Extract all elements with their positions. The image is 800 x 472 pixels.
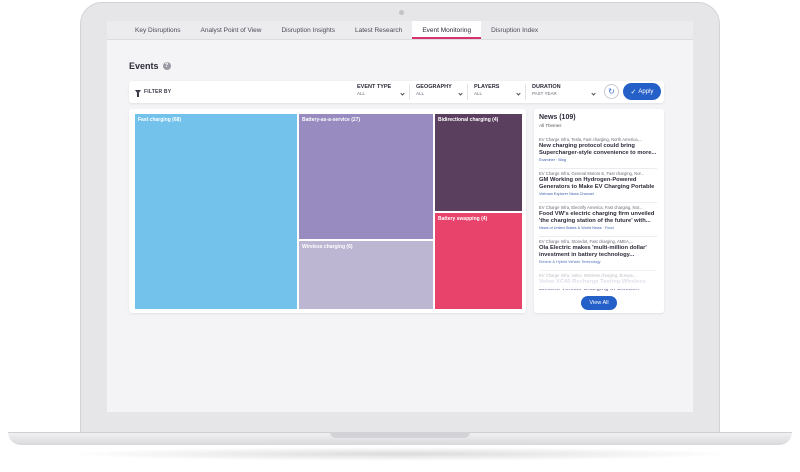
news-fade: [534, 259, 664, 289]
events-title: Events: [129, 61, 159, 71]
tab-disruption-index[interactable]: Disruption Index: [491, 27, 539, 34]
treemap-tile-battery-swapping[interactable]: Battery swapping (4): [434, 212, 523, 310]
news-headline[interactable]: Food VW's electric charging firm unveile…: [539, 211, 655, 224]
event-type-label: EVENT TYPE: [357, 84, 392, 90]
events-header: Events ?: [129, 61, 171, 71]
treemap-tile-fast-charging[interactable]: Fast charging (68): [134, 113, 298, 310]
filter-by-label: FILTER BY: [144, 89, 172, 95]
refresh-button[interactable]: ↻: [604, 84, 619, 99]
refresh-icon: ↻: [608, 87, 615, 96]
event-type-select[interactable]: EVENT TYPE ALL: [353, 84, 410, 100]
apply-button[interactable]: ✓ Apply: [623, 83, 661, 100]
news-title: News (109): [539, 114, 576, 121]
tab-event-monitoring[interactable]: Event Monitoring: [412, 21, 482, 39]
duration-select[interactable]: DURATION PAST YEAR: [528, 84, 600, 100]
duration-label: DURATION: [532, 84, 561, 90]
players-select[interactable]: PLAYERS ALL: [470, 84, 526, 100]
tab-bar: Key Disruptions Analyst Point of View Di…: [107, 21, 693, 40]
tab-disruption-insights[interactable]: Disruption Insights: [281, 27, 335, 34]
app-screen: Key Disruptions Analyst Point of View Di…: [107, 21, 693, 412]
geography-select[interactable]: GEOGRAPHY ALL: [412, 84, 468, 100]
laptop-notch: [330, 432, 470, 438]
treemap-card: Fast charging (68) Battery-as-a-service …: [129, 109, 526, 313]
tile-label: Bidirectional charging (4): [438, 117, 499, 123]
treemap-tile-battery-as-a-service[interactable]: Battery-as-a-service (27): [298, 113, 434, 240]
tab-key-disruptions[interactable]: Key Disruptions: [135, 27, 181, 34]
treemap-tile-wireless-charging[interactable]: Wireless charging (6): [298, 240, 434, 310]
geography-value: ALL: [416, 91, 425, 96]
news-headline[interactable]: Ola Electric makes 'multi-million dollar…: [539, 245, 647, 258]
check-icon: ✓: [630, 88, 637, 96]
news-source: Examiner · Blog: [539, 158, 567, 163]
laptop-shadow: [60, 447, 740, 461]
list-item[interactable]: EV Charge Infra, Electrify America, Fast…: [539, 203, 657, 237]
news-source: News of United States & World News · Foo…: [539, 226, 614, 231]
news-subtitle: All Themes: [539, 123, 562, 128]
duration-value: PAST YEAR: [532, 91, 557, 96]
event-type-value: ALL: [357, 91, 366, 96]
tab-latest-research[interactable]: Latest Research: [354, 27, 403, 34]
news-tags: EV Charge Infra, Electrify America, Fast…: [539, 205, 643, 210]
players-label: PLAYERS: [474, 84, 500, 90]
question-circle-icon[interactable]: ?: [162, 62, 171, 70]
news-tags: EV Charge Infra, Tesla, Fast charging, N…: [539, 137, 643, 142]
tile-label: Wireless charging (6): [302, 244, 353, 250]
view-all-button[interactable]: View All: [581, 296, 617, 310]
news-tags: EV Charge Infra, Storedot, Fast charging…: [539, 239, 634, 244]
tile-label: Battery swapping (4): [438, 216, 488, 222]
news-headline[interactable]: GM Working on Hydrogen-Powered Generator…: [539, 177, 655, 190]
tab-analyst-point-of-view[interactable]: Analyst Point of View: [200, 27, 262, 34]
news-tags: EV Charge Infra, General Motors E, Fast …: [539, 171, 645, 176]
apply-label: Apply: [638, 88, 654, 95]
list-item[interactable]: EV Charge Infra, General Motors E, Fast …: [539, 169, 657, 203]
tile-label: Fast charging (68): [138, 117, 182, 123]
list-item[interactable]: EV Charge Infra, Tesla, Fast charging, N…: [539, 135, 657, 169]
tile-label: Battery-as-a-service (27): [302, 117, 361, 123]
news-headline[interactable]: New charging protocol could bring Superc…: [539, 143, 657, 156]
filter-bar: FILTER BY EVENT TYPE ALL GEOGRAPHY ALL P…: [129, 81, 664, 103]
funnel-icon: [135, 90, 141, 97]
news-source: Vietnam Explorer News Channel: [539, 192, 594, 197]
players-value: ALL: [474, 91, 483, 96]
treemap-tile-bidirectional-charging[interactable]: Bidirectional charging (4): [434, 113, 523, 212]
geography-label: GEOGRAPHY: [416, 84, 452, 90]
news-panel: News (109) All Themes EV Charge Infra, T…: [534, 109, 664, 313]
filter-by: FILTER BY: [135, 81, 171, 103]
camera-dot: [399, 10, 404, 15]
